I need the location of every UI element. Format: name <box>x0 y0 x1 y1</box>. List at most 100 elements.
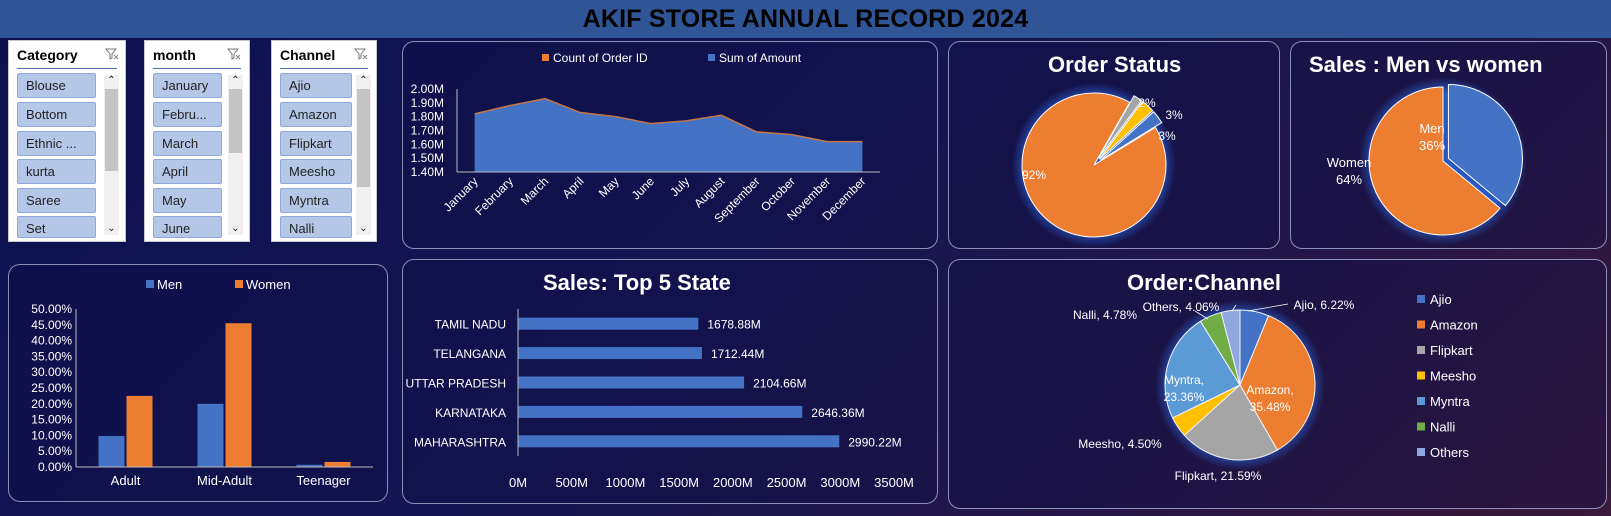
channel-data-label: Amazon, <box>1246 383 1293 397</box>
slicer-item-june[interactable]: June <box>153 216 222 238</box>
legend-swatch <box>1417 448 1425 456</box>
category-slicer[interactable]: Category Blouse Bottom Ethnic ... kurta … <box>8 40 126 242</box>
age-bar-men <box>98 436 125 467</box>
slicer-item-bottom[interactable]: Bottom <box>17 102 96 127</box>
count-of-order-line <box>474 97 863 143</box>
state-bar <box>518 435 840 448</box>
monthly-area-chart: Count of Order ID Sum of Amount 2.00M1.90M… <box>411 51 880 226</box>
legend-swatch <box>1417 371 1425 380</box>
gender-slice <box>1447 83 1523 207</box>
channel-data-label: Nalli, 4.78% <box>1073 308 1137 322</box>
age-group-bar-chart: Men Women 50.00% 45.00% 40.00%35.00% 30.00% 25… <box>31 277 373 488</box>
y-tick-label: 25.00% <box>31 381 72 395</box>
y-tick-label: 1.70M <box>411 124 444 138</box>
x-tick-label: Adult <box>111 473 141 488</box>
slicer-item-nalli[interactable]: Nalli <box>280 216 352 238</box>
legend-swatch <box>1417 320 1425 329</box>
channel-data-label: Ajio, 6.22% <box>1294 298 1355 312</box>
scroll-up-icon[interactable]: ⌃ <box>107 75 116 86</box>
legend-swatch <box>708 54 715 61</box>
slicer-scrollbar[interactable]: ⌃ ⌄ <box>104 75 119 235</box>
slicer-item-amazon[interactable]: Amazon <box>280 102 352 127</box>
state-label: MAHARASHTRA <box>414 435 506 449</box>
slicer-item-february[interactable]: Febru... <box>153 102 222 127</box>
state-bar <box>518 347 702 360</box>
slicer-item-saree[interactable]: Saree <box>17 188 96 213</box>
scrollbar-thumb[interactable] <box>229 89 242 153</box>
slicer-scrollbar[interactable]: ⌃ ⌄ <box>356 75 371 235</box>
legend-label: Men <box>157 277 182 292</box>
x-tick-label: May <box>596 174 622 200</box>
slicer-item-january[interactable]: January <box>153 73 222 98</box>
gender-slice-value: 64% <box>1336 172 1362 187</box>
state-value-label: 1712.44M <box>711 347 764 361</box>
age-bar-women <box>324 461 351 467</box>
channel-slice <box>1164 320 1241 419</box>
y-tick-label: 35.00% <box>31 349 72 363</box>
state-value-label: 2104.66M <box>753 377 806 391</box>
x-tick-label: March <box>518 174 551 207</box>
slicer-scrollbar[interactable]: ⌃ ⌄ <box>228 75 243 235</box>
legend-label: Women <box>246 277 291 292</box>
scroll-down-icon[interactable]: ⌄ <box>231 223 240 234</box>
x-tick-label: Teenager <box>296 473 351 488</box>
channel-data-label: 35.48% <box>1250 400 1291 414</box>
clear-filter-icon[interactable] <box>354 47 368 61</box>
x-tick-label: 2500M <box>767 475 807 490</box>
slicer-item-april[interactable]: April <box>153 159 222 184</box>
slicer-item-march[interactable]: March <box>153 131 222 156</box>
top-states-title: Sales: Top 5 State <box>543 270 731 295</box>
y-tick-label: 15.00% <box>31 413 72 427</box>
slicer-item-blouse[interactable]: Blouse <box>17 73 96 98</box>
y-tick-label: 1.80M <box>411 110 444 124</box>
scroll-up-icon[interactable]: ⌃ <box>231 75 240 86</box>
channel-data-label: Flipkart, 21.59% <box>1175 469 1262 483</box>
channel-slicer[interactable]: Channel Ajio Amazon Flipkart Meesho Mynt… <box>271 40 377 242</box>
x-tick-label: 3000M <box>820 475 860 490</box>
channel-data-label: Meesho, 4.50% <box>1078 437 1162 451</box>
clear-filter-icon[interactable] <box>105 47 119 61</box>
leader-line <box>1194 310 1209 320</box>
month-slicer[interactable]: month January Febru... March April May J… <box>144 40 250 242</box>
legend-swatch <box>1417 397 1425 405</box>
gender-sales-pie: Men 36% Women 64% <box>1327 77 1527 245</box>
gender-slice-value: 36% <box>1419 138 1445 153</box>
status-data-label: 3% <box>1158 129 1176 143</box>
gender-slice-name: Men <box>1419 121 1444 136</box>
slicer-item-set[interactable]: Set <box>17 216 96 238</box>
scroll-up-icon[interactable]: ⌃ <box>359 75 368 86</box>
scrollbar-thumb[interactable] <box>357 89 370 187</box>
slicer-title-channel: Channel <box>280 47 336 63</box>
slicer-item-meesho[interactable]: Meesho <box>280 159 352 184</box>
clear-filter-icon[interactable] <box>227 47 241 61</box>
y-tick-label: 20.00% <box>31 397 72 411</box>
scroll-down-icon[interactable]: ⌄ <box>107 223 116 234</box>
legend-label: Flipkart <box>1430 343 1473 358</box>
slicer-item-ajio[interactable]: Ajio <box>280 73 352 98</box>
legend-label: Amazon <box>1430 318 1478 333</box>
slicer-item-kurta[interactable]: kurta <box>17 159 96 184</box>
state-value-label: 1678.88M <box>707 318 760 332</box>
x-tick-label: June <box>629 174 658 203</box>
age-bar-men <box>197 403 224 467</box>
scroll-down-icon[interactable]: ⌄ <box>359 223 368 234</box>
x-tick-label: 1000M <box>606 475 646 490</box>
legend-label: Meesho <box>1430 369 1476 384</box>
slicer-header-line <box>17 68 117 69</box>
age-bar-women <box>126 395 153 467</box>
leader-line <box>1231 304 1237 312</box>
y-tick-label: 50.00% <box>31 302 72 316</box>
status-data-label: 3% <box>1165 108 1183 122</box>
slicer-title-month: month <box>153 47 196 63</box>
age-bar-men <box>296 464 323 467</box>
order-status-pie: 92% 2% 3% 3% <box>1012 83 1183 247</box>
slicer-title-category: Category <box>17 47 78 63</box>
legend-label: Nalli <box>1430 420 1455 435</box>
slicer-item-may[interactable]: May <box>153 188 222 213</box>
scrollbar-thumb[interactable] <box>105 89 118 171</box>
slicer-item-flipkart[interactable]: Flipkart <box>280 131 352 156</box>
leader-line <box>1247 303 1289 312</box>
slicer-item-myntra[interactable]: Myntra <box>280 188 352 213</box>
slicer-item-ethnic[interactable]: Ethnic ... <box>17 131 96 156</box>
status-slice <box>1100 111 1163 161</box>
